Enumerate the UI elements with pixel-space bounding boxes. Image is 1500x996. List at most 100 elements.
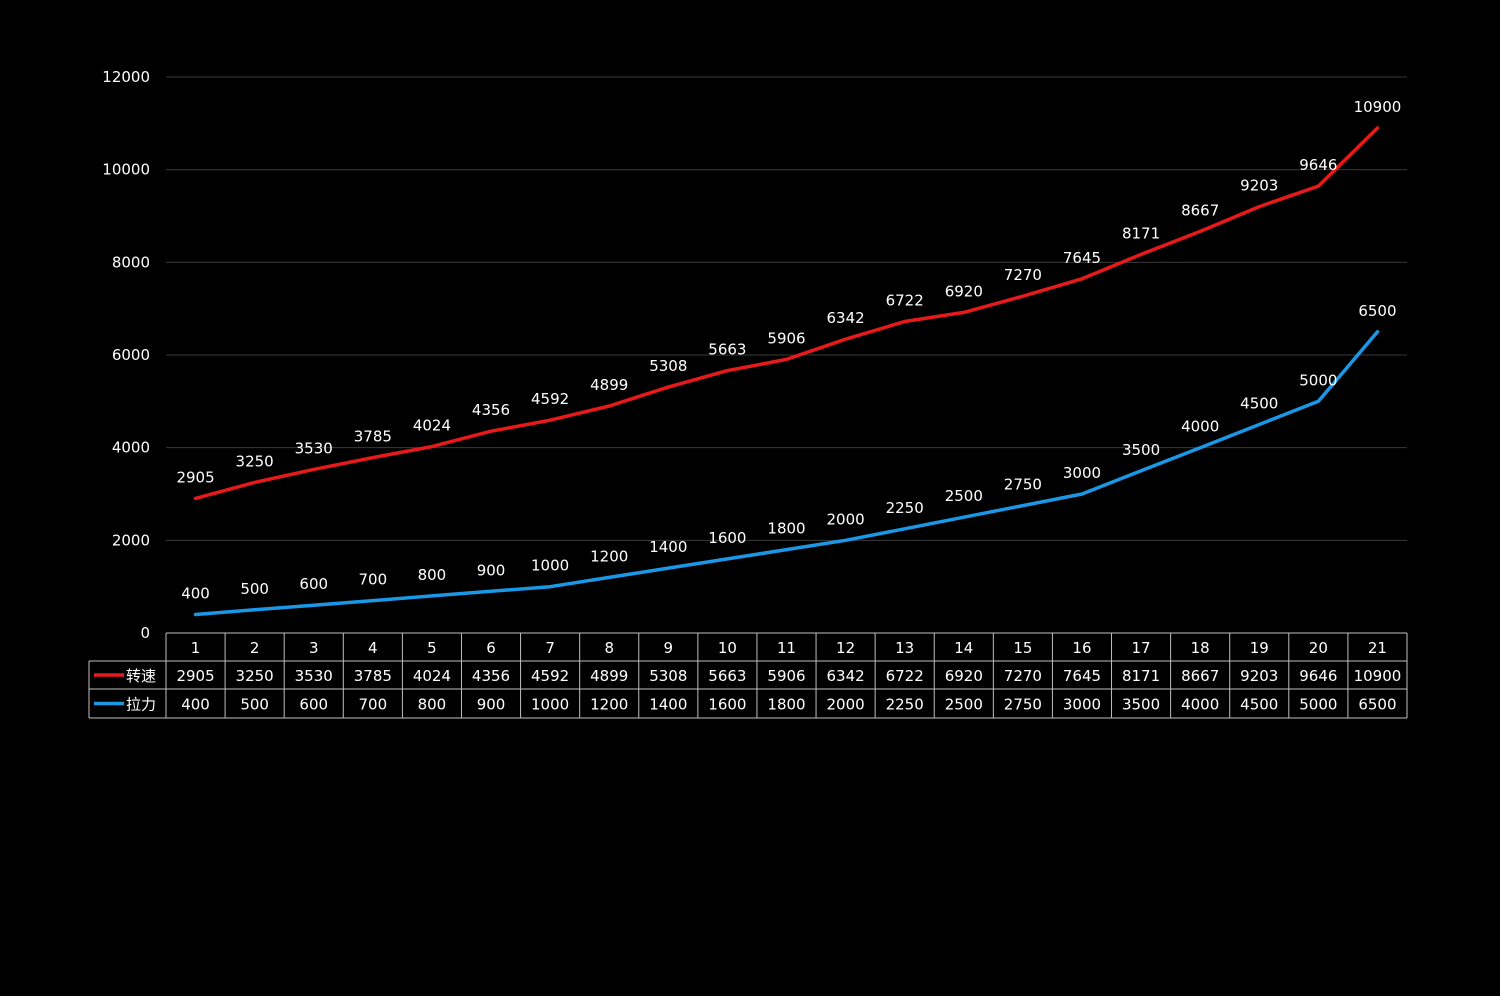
table-cell: 4000: [1181, 696, 1219, 714]
table-cell: 500: [240, 696, 269, 714]
y-tick-label: 4000: [112, 439, 150, 457]
category-label: 13: [895, 639, 914, 657]
category-label: 6: [486, 639, 496, 657]
series-lines: [193, 126, 1380, 617]
data-label: 600: [299, 575, 328, 593]
legend-series-name: 转速: [126, 667, 156, 685]
table-cell: 1600: [708, 696, 746, 714]
category-label: 11: [777, 639, 796, 657]
data-label: 1400: [649, 538, 687, 556]
table-cell: 6722: [886, 667, 924, 685]
data-label: 7270: [1004, 266, 1042, 284]
table-cell: 8667: [1181, 667, 1219, 685]
table-cell: 3500: [1122, 696, 1160, 714]
data-label: 3530: [295, 439, 333, 457]
data-label: 6342: [827, 309, 865, 327]
data-label: 700: [359, 571, 388, 589]
y-tick-label: 0: [140, 624, 150, 642]
legend-series-name: 拉力: [126, 696, 156, 714]
y-tick-label: 12000: [102, 68, 150, 86]
category-label: 10: [718, 639, 737, 657]
table-cell: 10900: [1354, 667, 1402, 685]
table-cell: 5906: [767, 667, 805, 685]
category-label: 16: [1072, 639, 1091, 657]
data-label: 4000: [1181, 418, 1219, 436]
y-tick-label: 6000: [112, 346, 150, 364]
data-label: 8171: [1122, 224, 1160, 242]
table-cell: 7645: [1063, 667, 1101, 685]
table-cell: 900: [477, 696, 506, 714]
table-cell: 2000: [827, 696, 865, 714]
data-label: 1600: [708, 529, 746, 547]
category-label: 8: [604, 639, 614, 657]
data-label: 4356: [472, 401, 510, 419]
category-label: 3: [309, 639, 319, 657]
data-label: 4592: [531, 390, 569, 408]
data-label: 900: [477, 561, 506, 579]
gridlines: [166, 76, 1407, 541]
table-cell: 6342: [827, 667, 865, 685]
table-cell: 2905: [176, 667, 214, 685]
category-label: 1: [191, 639, 201, 657]
data-label: 9203: [1240, 177, 1278, 195]
data-label: 4899: [590, 376, 628, 394]
table-cell: 2500: [945, 696, 983, 714]
table-cell: 1800: [767, 696, 805, 714]
table-cell: 4356: [472, 667, 510, 685]
data-label: 800: [418, 566, 447, 584]
data-label: 6920: [945, 282, 983, 300]
category-label: 20: [1309, 639, 1328, 657]
table-cell: 5308: [649, 667, 687, 685]
table-cell: 3000: [1063, 696, 1101, 714]
data-label: 6500: [1358, 302, 1396, 320]
data-label: 7645: [1063, 249, 1101, 267]
table-cell: 4592: [531, 667, 569, 685]
category-label: 18: [1191, 639, 1210, 657]
table-cell: 3530: [295, 667, 333, 685]
data-label: 10900: [1354, 98, 1402, 116]
y-tick-label: 8000: [112, 253, 150, 271]
category-label: 21: [1368, 639, 1387, 657]
table-cell: 2750: [1004, 696, 1042, 714]
data-label: 1800: [767, 520, 805, 538]
data-label: 2250: [886, 499, 924, 517]
data-label: 2905: [176, 468, 214, 486]
table-cell: 3250: [236, 667, 274, 685]
category-label: 15: [1013, 639, 1032, 657]
y-tick-label: 2000: [112, 531, 150, 549]
data-label: 4500: [1240, 395, 1278, 413]
category-label: 9: [664, 639, 674, 657]
category-label: 4: [368, 639, 378, 657]
data-label: 8667: [1181, 201, 1219, 219]
data-label: 4024: [413, 417, 451, 435]
table-cell: 4899: [590, 667, 628, 685]
data-labels: 2905 3250 3530 3785 4024 4356 4592 4899 5308 5663…: [176, 98, 1401, 603]
table-cell: 2250: [886, 696, 924, 714]
data-label: 1000: [531, 557, 569, 575]
table-cell: 5000: [1299, 696, 1337, 714]
category-label: 5: [427, 639, 437, 657]
data-label: 2500: [945, 487, 983, 505]
table-cell: 400: [181, 696, 210, 714]
data-label: 9646: [1299, 156, 1337, 174]
y-tick-label: 10000: [102, 161, 150, 179]
table-cell: 4500: [1240, 696, 1278, 714]
table-cell: 5663: [708, 667, 746, 685]
category-label: 2: [250, 639, 260, 657]
table-cell: 800: [418, 696, 447, 714]
table-cell: 1200: [590, 696, 628, 714]
data-label: 2750: [1004, 476, 1042, 494]
table-cell: 700: [359, 696, 388, 714]
y-axis-ticks: 0 2000 4000 6000 8000 10000 12000: [102, 68, 150, 642]
table-cell: 1000: [531, 696, 569, 714]
data-label: 400: [181, 584, 210, 602]
data-label: 1200: [590, 547, 628, 565]
category-label: 17: [1132, 639, 1151, 657]
data-label: 5308: [649, 357, 687, 375]
data-label: 3785: [354, 428, 392, 446]
table-cell: 9203: [1240, 667, 1278, 685]
data-label: 5906: [767, 329, 805, 347]
